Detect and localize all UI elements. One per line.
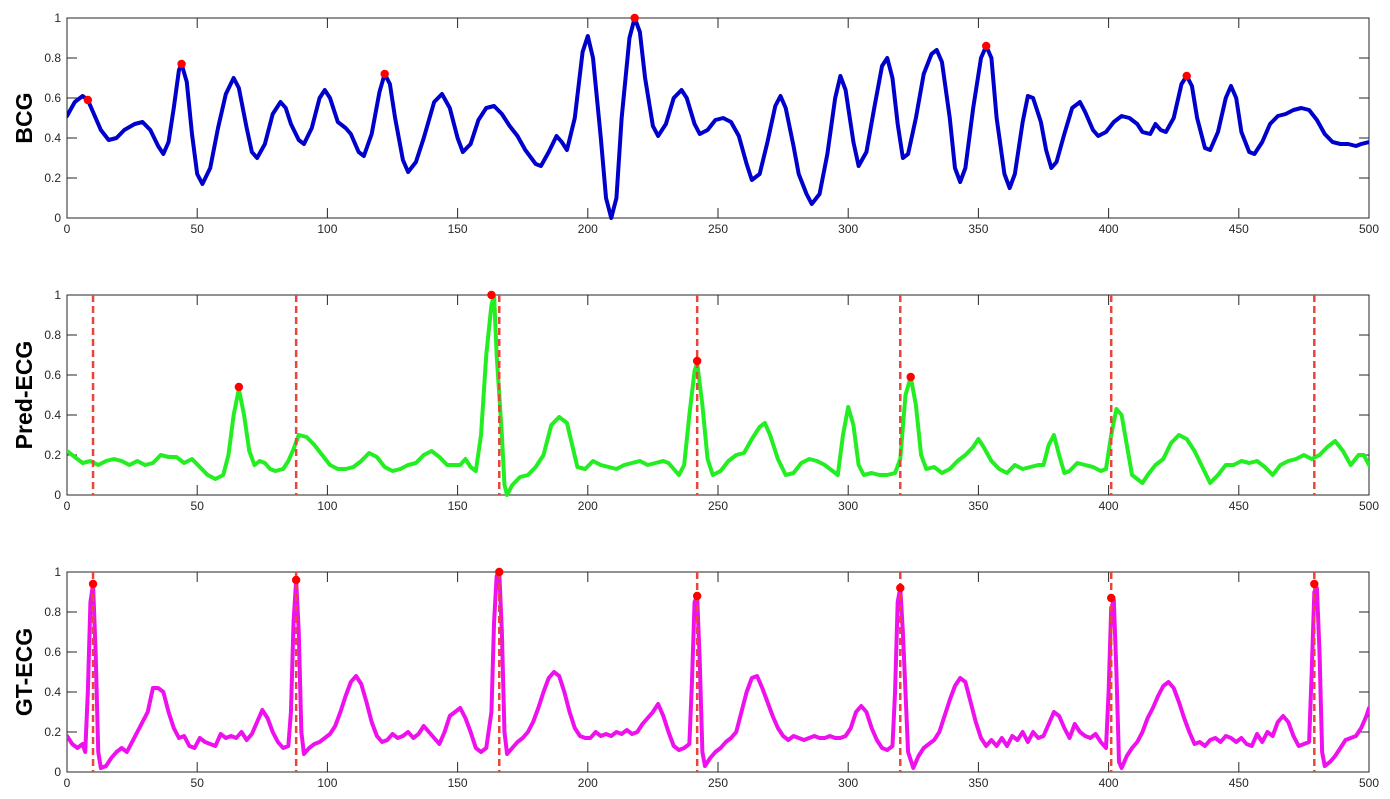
axes-frame: [66, 294, 1370, 496]
x-tick-label: 0: [64, 499, 71, 513]
x-tick-label: 50: [191, 776, 205, 790]
x-tick-label: 400: [1099, 222, 1119, 236]
y-tick-label: 0.8: [44, 605, 61, 619]
y-tick-label: 0.2: [44, 448, 61, 462]
peak-marker: [896, 583, 905, 593]
x-tick-label: 500: [1359, 222, 1379, 236]
peak-marker: [1107, 593, 1116, 603]
peak-marker: [234, 382, 244, 392]
y-axis-label: GT-ECG: [11, 628, 37, 716]
x-tick-label: 200: [578, 499, 598, 513]
x-tick-label: 150: [448, 499, 468, 513]
y-tick-label: 0.2: [44, 171, 61, 185]
y-tick-label: 0.8: [44, 328, 61, 342]
peak-marker: [380, 69, 389, 79]
x-tick-label: 350: [968, 222, 988, 236]
x-tick-label: 450: [1229, 776, 1249, 790]
peak-marker: [83, 95, 93, 105]
y-tick-label: 0.4: [44, 685, 61, 699]
x-tick-label: 300: [838, 222, 858, 236]
x-tick-label: 300: [838, 776, 858, 790]
x-tick-label: 50: [191, 222, 205, 236]
series-line: [67, 570, 1369, 770]
peak-marker: [487, 290, 496, 300]
peak-marker: [692, 591, 702, 601]
x-tick-label: 400: [1099, 499, 1119, 513]
y-tick-label: 0.6: [44, 645, 61, 659]
y-axis-label: BCG: [11, 92, 37, 143]
y-tick-label: 1: [54, 288, 61, 302]
x-tick-label: 400: [1099, 776, 1119, 790]
x-tick-label: 250: [708, 499, 728, 513]
y-tick-label: 0: [54, 765, 61, 779]
y-tick-label: 1: [54, 565, 61, 579]
x-tick-label: 0: [64, 222, 71, 236]
x-tick-label: 200: [578, 776, 598, 790]
peak-marker: [692, 356, 702, 366]
x-tick-label: 350: [968, 499, 988, 513]
peak-marker: [630, 13, 639, 23]
peak-marker: [1310, 579, 1319, 589]
y-tick-label: 0.8: [44, 51, 61, 65]
y-tick-label: 0.2: [44, 725, 61, 739]
chart-panel-1: 0 50 100 150 200 250 300 350 400 450 500 0 0.2 0.4 0.6…: [11, 11, 1379, 236]
y-tick-label: 0: [54, 211, 61, 225]
y-tick-label: 0.6: [44, 368, 61, 382]
y-axis-label: Pred-ECG: [11, 341, 37, 450]
x-tick-label: 300: [838, 499, 858, 513]
x-tick-label: 0: [64, 776, 71, 790]
x-tick-label: 200: [578, 222, 598, 236]
x-tick-label: 100: [317, 776, 337, 790]
chart-panel-2: 0 50 100 150 200 250 300 350 400 450 500 0 0.2 0.4 0.6…: [11, 288, 1379, 513]
x-tick-label: 500: [1359, 499, 1379, 513]
peak-marker: [291, 575, 301, 585]
chart-panel-3: 0 50 100 150 200 250 300 350 400 450 500 0 0.2 0.4 0.6…: [11, 565, 1379, 790]
x-tick-label: 150: [448, 776, 468, 790]
x-tick-label: 150: [448, 222, 468, 236]
y-tick-label: 0.6: [44, 91, 61, 105]
peak-marker: [88, 579, 98, 589]
x-tick-label: 350: [968, 776, 988, 790]
peak-marker: [495, 567, 504, 577]
peak-marker: [982, 41, 991, 51]
x-tick-label: 50: [191, 499, 205, 513]
peak-marker: [906, 372, 915, 382]
series-line: [67, 16, 1369, 220]
x-tick-label: 450: [1229, 499, 1249, 513]
peak-marker: [1182, 71, 1191, 81]
x-tick-label: 100: [317, 222, 337, 236]
y-tick-label: 0.4: [44, 408, 61, 422]
x-tick-label: 450: [1229, 222, 1249, 236]
y-tick-label: 1: [54, 11, 61, 25]
y-tick-label: 0.4: [44, 131, 61, 145]
x-tick-label: 250: [708, 776, 728, 790]
y-tick-label: 0: [54, 488, 61, 502]
x-tick-label: 500: [1359, 776, 1379, 790]
x-tick-label: 100: [317, 499, 337, 513]
x-tick-label: 250: [708, 222, 728, 236]
series-line: [67, 293, 1369, 497]
axes-frame: [66, 571, 1370, 773]
peak-marker: [177, 59, 186, 69]
